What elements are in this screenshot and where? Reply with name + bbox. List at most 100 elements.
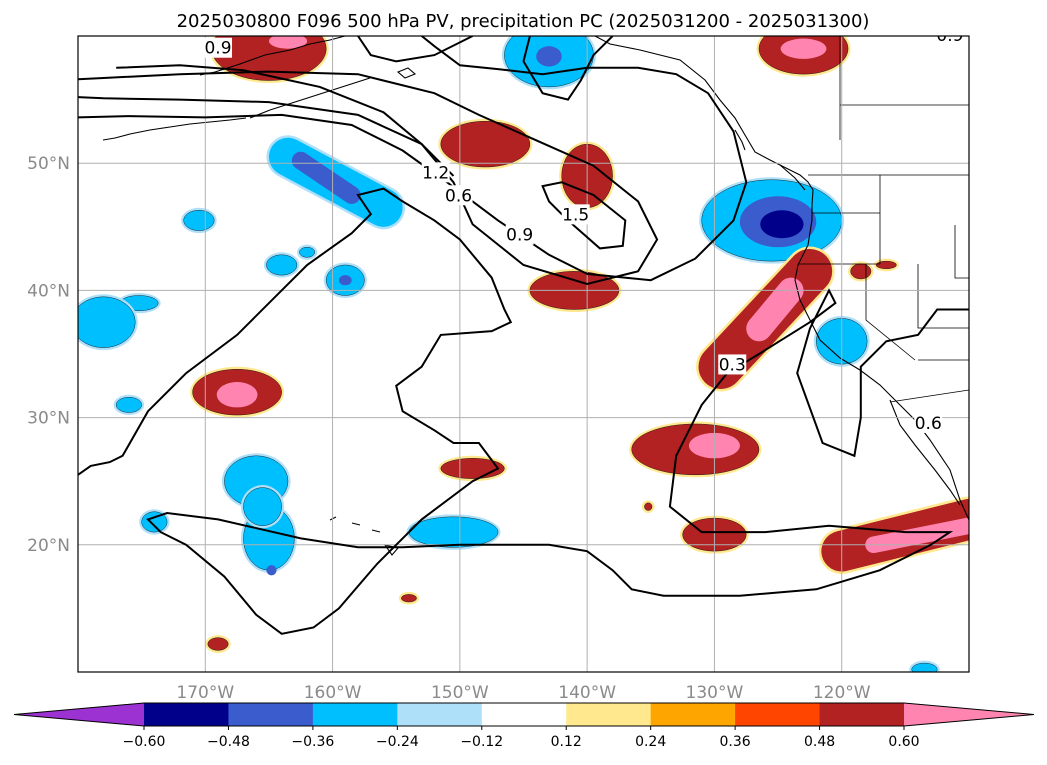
colorbar-segment bbox=[735, 703, 821, 726]
coastline-layer bbox=[102, 36, 969, 556]
political-border-layer bbox=[798, 36, 969, 403]
colorbar-extend-high bbox=[904, 703, 1034, 726]
border-nevada-utah bbox=[917, 264, 969, 329]
pv-contour-label: 0.9 bbox=[204, 39, 231, 59]
y-tick-label-layer: 20°N 30°N 40°N 50°N bbox=[27, 154, 70, 556]
precip-band bbox=[746, 277, 804, 342]
x-tick-label: 160°W bbox=[304, 683, 362, 703]
precip-blob bbox=[141, 511, 168, 533]
chart-title: 2025030800 F096 500 hPa PV, precipitatio… bbox=[177, 11, 870, 32]
pv-contour-line bbox=[78, 187, 969, 635]
pv-contour-label-bg bbox=[935, 36, 964, 45]
precip-blob bbox=[850, 263, 872, 280]
pv-contour-label-bg bbox=[477, 36, 506, 39]
pv-contour-label-bg bbox=[914, 412, 943, 433]
colorbar-tick-label: −0.48 bbox=[207, 734, 250, 750]
x-tick-label: 130°W bbox=[686, 683, 744, 703]
y-tick-label: 50°N bbox=[27, 154, 70, 174]
border-california-nevada bbox=[865, 264, 916, 361]
pv-contour-line bbox=[78, 36, 748, 282]
precip-band bbox=[865, 517, 969, 554]
pv-contour-line bbox=[78, 70, 659, 286]
vancouver-island bbox=[779, 164, 806, 191]
precip-blob bbox=[644, 502, 653, 511]
precip-blob bbox=[780, 38, 827, 59]
pv-contour-label-bg bbox=[561, 204, 590, 225]
pv-contour-label: 0.9 bbox=[478, 20, 505, 40]
colorbar-tick-label: −0.60 bbox=[123, 734, 166, 750]
x-tick-label: 170°W bbox=[176, 683, 234, 703]
y-tick-label: 30°N bbox=[27, 409, 70, 429]
colorbar-segment bbox=[481, 703, 567, 726]
coastline-alaska-south bbox=[199, 36, 346, 76]
colorbar-segment bbox=[819, 703, 905, 726]
precip-blob bbox=[243, 487, 282, 526]
y-tick-label: 40°N bbox=[27, 281, 70, 301]
colorbar-tick-label: 0.12 bbox=[551, 734, 582, 750]
coastline-baja bbox=[889, 399, 961, 506]
precip-blob bbox=[207, 637, 229, 651]
precip-blob bbox=[536, 46, 562, 67]
map-frame bbox=[77, 35, 970, 673]
precip-blob bbox=[440, 121, 531, 168]
pv-contour-label-bg bbox=[204, 37, 233, 58]
precip-blob bbox=[266, 254, 298, 276]
colorbar-extend-low bbox=[14, 703, 144, 726]
pv-contour-label: 0.9 bbox=[936, 26, 963, 46]
pv-contour-label-bg bbox=[444, 185, 473, 206]
pv-contour-label-bg bbox=[505, 224, 534, 245]
colorbar-tick-label: −0.24 bbox=[376, 734, 419, 750]
precip-blob bbox=[266, 565, 277, 576]
colorbar-segment bbox=[650, 703, 736, 726]
precip-blob bbox=[78, 296, 136, 348]
pv-contour-label: 0.3 bbox=[719, 355, 746, 375]
colorbar-tick-label: −0.36 bbox=[291, 734, 334, 750]
coastline-panhandle-bc bbox=[594, 36, 814, 220]
haida-gwaii bbox=[734, 129, 746, 151]
x-tick-label-layer: 170°W 160°W 150°W 140°W 130°W 120°W bbox=[176, 683, 870, 703]
pv-contour-layer bbox=[78, 36, 969, 635]
kodiak-island bbox=[396, 67, 417, 79]
x-tick-label: 150°W bbox=[431, 683, 489, 703]
pv-contour-label-bg bbox=[421, 162, 450, 183]
pv-contour-label: 0.9 bbox=[506, 226, 533, 246]
pv-contour-label-bg bbox=[718, 354, 747, 375]
precip-blob bbox=[911, 662, 938, 672]
alaska-peninsula bbox=[249, 77, 371, 119]
colorbar-segment bbox=[397, 703, 483, 726]
precip-blob bbox=[338, 275, 352, 286]
x-tick-label: 140°W bbox=[558, 683, 616, 703]
pv-contour-label: 1.5 bbox=[562, 205, 589, 225]
coastline-aleutians bbox=[102, 117, 247, 141]
colorbar: −0.60 −0.48 −0.36 −0.24 −0.12 0.12 0.24 0.36 0.4… bbox=[13, 702, 1035, 750]
precip-blob bbox=[408, 516, 499, 548]
pv-contour-line bbox=[522, 36, 614, 101]
precip-blob bbox=[183, 210, 215, 231]
precip-blob bbox=[299, 246, 315, 258]
border-us-mexico bbox=[889, 389, 969, 403]
gridline-layer bbox=[78, 36, 969, 672]
precip-blob bbox=[760, 210, 804, 239]
coastline-us-west bbox=[794, 219, 969, 521]
border-idaho-montana bbox=[954, 225, 969, 279]
pv-contour-label: 1.2 bbox=[422, 163, 449, 183]
colorbar-segment bbox=[228, 703, 314, 726]
precip-blob bbox=[268, 36, 308, 49]
pv-contour-label: 0.6 bbox=[445, 186, 472, 206]
pv-contour-line bbox=[357, 36, 474, 63]
pv-contour-line bbox=[116, 64, 455, 177]
colorbar-tick-label: 0.60 bbox=[888, 734, 919, 750]
precip-blob bbox=[440, 458, 505, 479]
pv-contour-line bbox=[541, 181, 627, 250]
precip-blob bbox=[216, 381, 258, 408]
pv-contour-label-layer: 0.90.91.20.60.91.50.30.60.90.6 bbox=[204, 20, 964, 434]
colorbar-tick-label: 0.24 bbox=[635, 734, 666, 750]
x-tick-label: 120°W bbox=[813, 683, 871, 703]
precip-blob bbox=[401, 594, 417, 603]
precip-band bbox=[291, 151, 361, 204]
map-area: 0.90.91.20.60.91.50.30.60.90.6 bbox=[77, 20, 970, 673]
colorbar-tick-label: −0.12 bbox=[460, 734, 503, 750]
precip-blob bbox=[875, 260, 897, 269]
y-tick-label: 20°N bbox=[27, 536, 70, 556]
